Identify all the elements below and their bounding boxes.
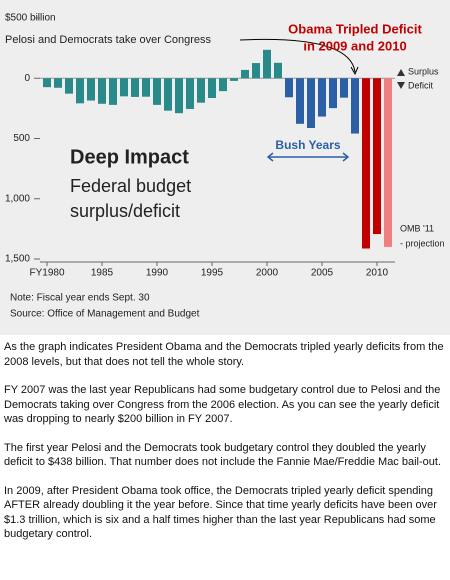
bar: [384, 78, 392, 247]
bar: [230, 78, 238, 81]
chart-subtitle: surplus/deficit: [70, 201, 180, 221]
bar: [164, 78, 172, 111]
y-tick-label: $500 billion: [5, 13, 56, 24]
chart: Pelosi and Democrats take over Congress …: [0, 0, 450, 335]
bar: [186, 78, 194, 109]
bar: [87, 78, 95, 101]
bar: [153, 78, 161, 105]
surplus-icon: [397, 69, 405, 76]
chart-subtitle: Federal budget: [70, 176, 191, 196]
bar: [98, 78, 106, 104]
paragraph: In 2009, after President Obama took offi…: [4, 484, 437, 541]
article-text: As the graph indicates President Obama a…: [4, 340, 446, 556]
bush-arrowheads: [266, 152, 350, 162]
bar: [208, 78, 216, 99]
annotation: OMB '11: [400, 223, 434, 233]
bar: [175, 78, 183, 114]
bar: [274, 62, 282, 79]
bar: [318, 78, 326, 117]
x-tick-label: FY1980: [29, 268, 64, 279]
bar: [241, 69, 249, 79]
source: Source: Office of Management and Budget: [10, 309, 200, 320]
annotation: - projection: [400, 238, 445, 248]
y-tick-label: 1,500: [5, 254, 30, 265]
bar: [142, 78, 150, 97]
paragraph: As the graph indicates President Obama a…: [4, 341, 444, 368]
annotation: Obama Tripled Deficit: [288, 21, 422, 36]
x-tick-label: 2000: [256, 268, 279, 279]
bar: [120, 78, 128, 97]
annotation: Bush Years: [275, 138, 340, 152]
bar: [109, 78, 117, 105]
x-tick-label: 2005: [311, 268, 334, 279]
annotation: Surplus: [408, 66, 439, 76]
bar: [373, 78, 381, 235]
annotation: Pelosi and Democrats take over Congress: [5, 34, 212, 46]
deficit-icon: [397, 82, 405, 89]
x-tick-label: 1995: [201, 268, 224, 279]
bar: [43, 78, 51, 88]
bar: [131, 78, 139, 97]
annotation-arrow: [239, 38, 356, 73]
bar: [285, 78, 293, 98]
annotation: in 2009 and 2010: [303, 38, 406, 53]
y-tick-label: 1,000: [5, 193, 30, 204]
chart-title: Deep Impact: [70, 146, 189, 168]
y-tick-label: 500: [13, 133, 30, 144]
annotation-arrowhead: [350, 66, 359, 76]
y-tick-label: 0: [24, 73, 30, 84]
x-tick-label: 1990: [146, 268, 169, 279]
bar: [296, 78, 304, 124]
bar: [219, 78, 227, 92]
bar: [263, 49, 271, 79]
x-tick-label: 1985: [91, 268, 114, 279]
bar: [197, 78, 205, 103]
bar: [65, 78, 73, 94]
note: Note: Fiscal year ends Sept. 30: [10, 293, 150, 304]
annotation: Deficit: [408, 80, 434, 90]
paragraph: The first year Pelosi and the Democrats …: [4, 441, 441, 469]
bar: [340, 78, 348, 98]
bar: [54, 78, 62, 88]
x-tick-label: 2010: [366, 268, 389, 279]
paragraph: FY 2007 was the last year Republicans ha…: [4, 384, 441, 425]
bar: [351, 78, 359, 134]
bar: [329, 78, 337, 109]
bar: [252, 63, 260, 79]
bar: [307, 78, 315, 129]
bar: [362, 78, 370, 249]
bar: [76, 78, 84, 104]
